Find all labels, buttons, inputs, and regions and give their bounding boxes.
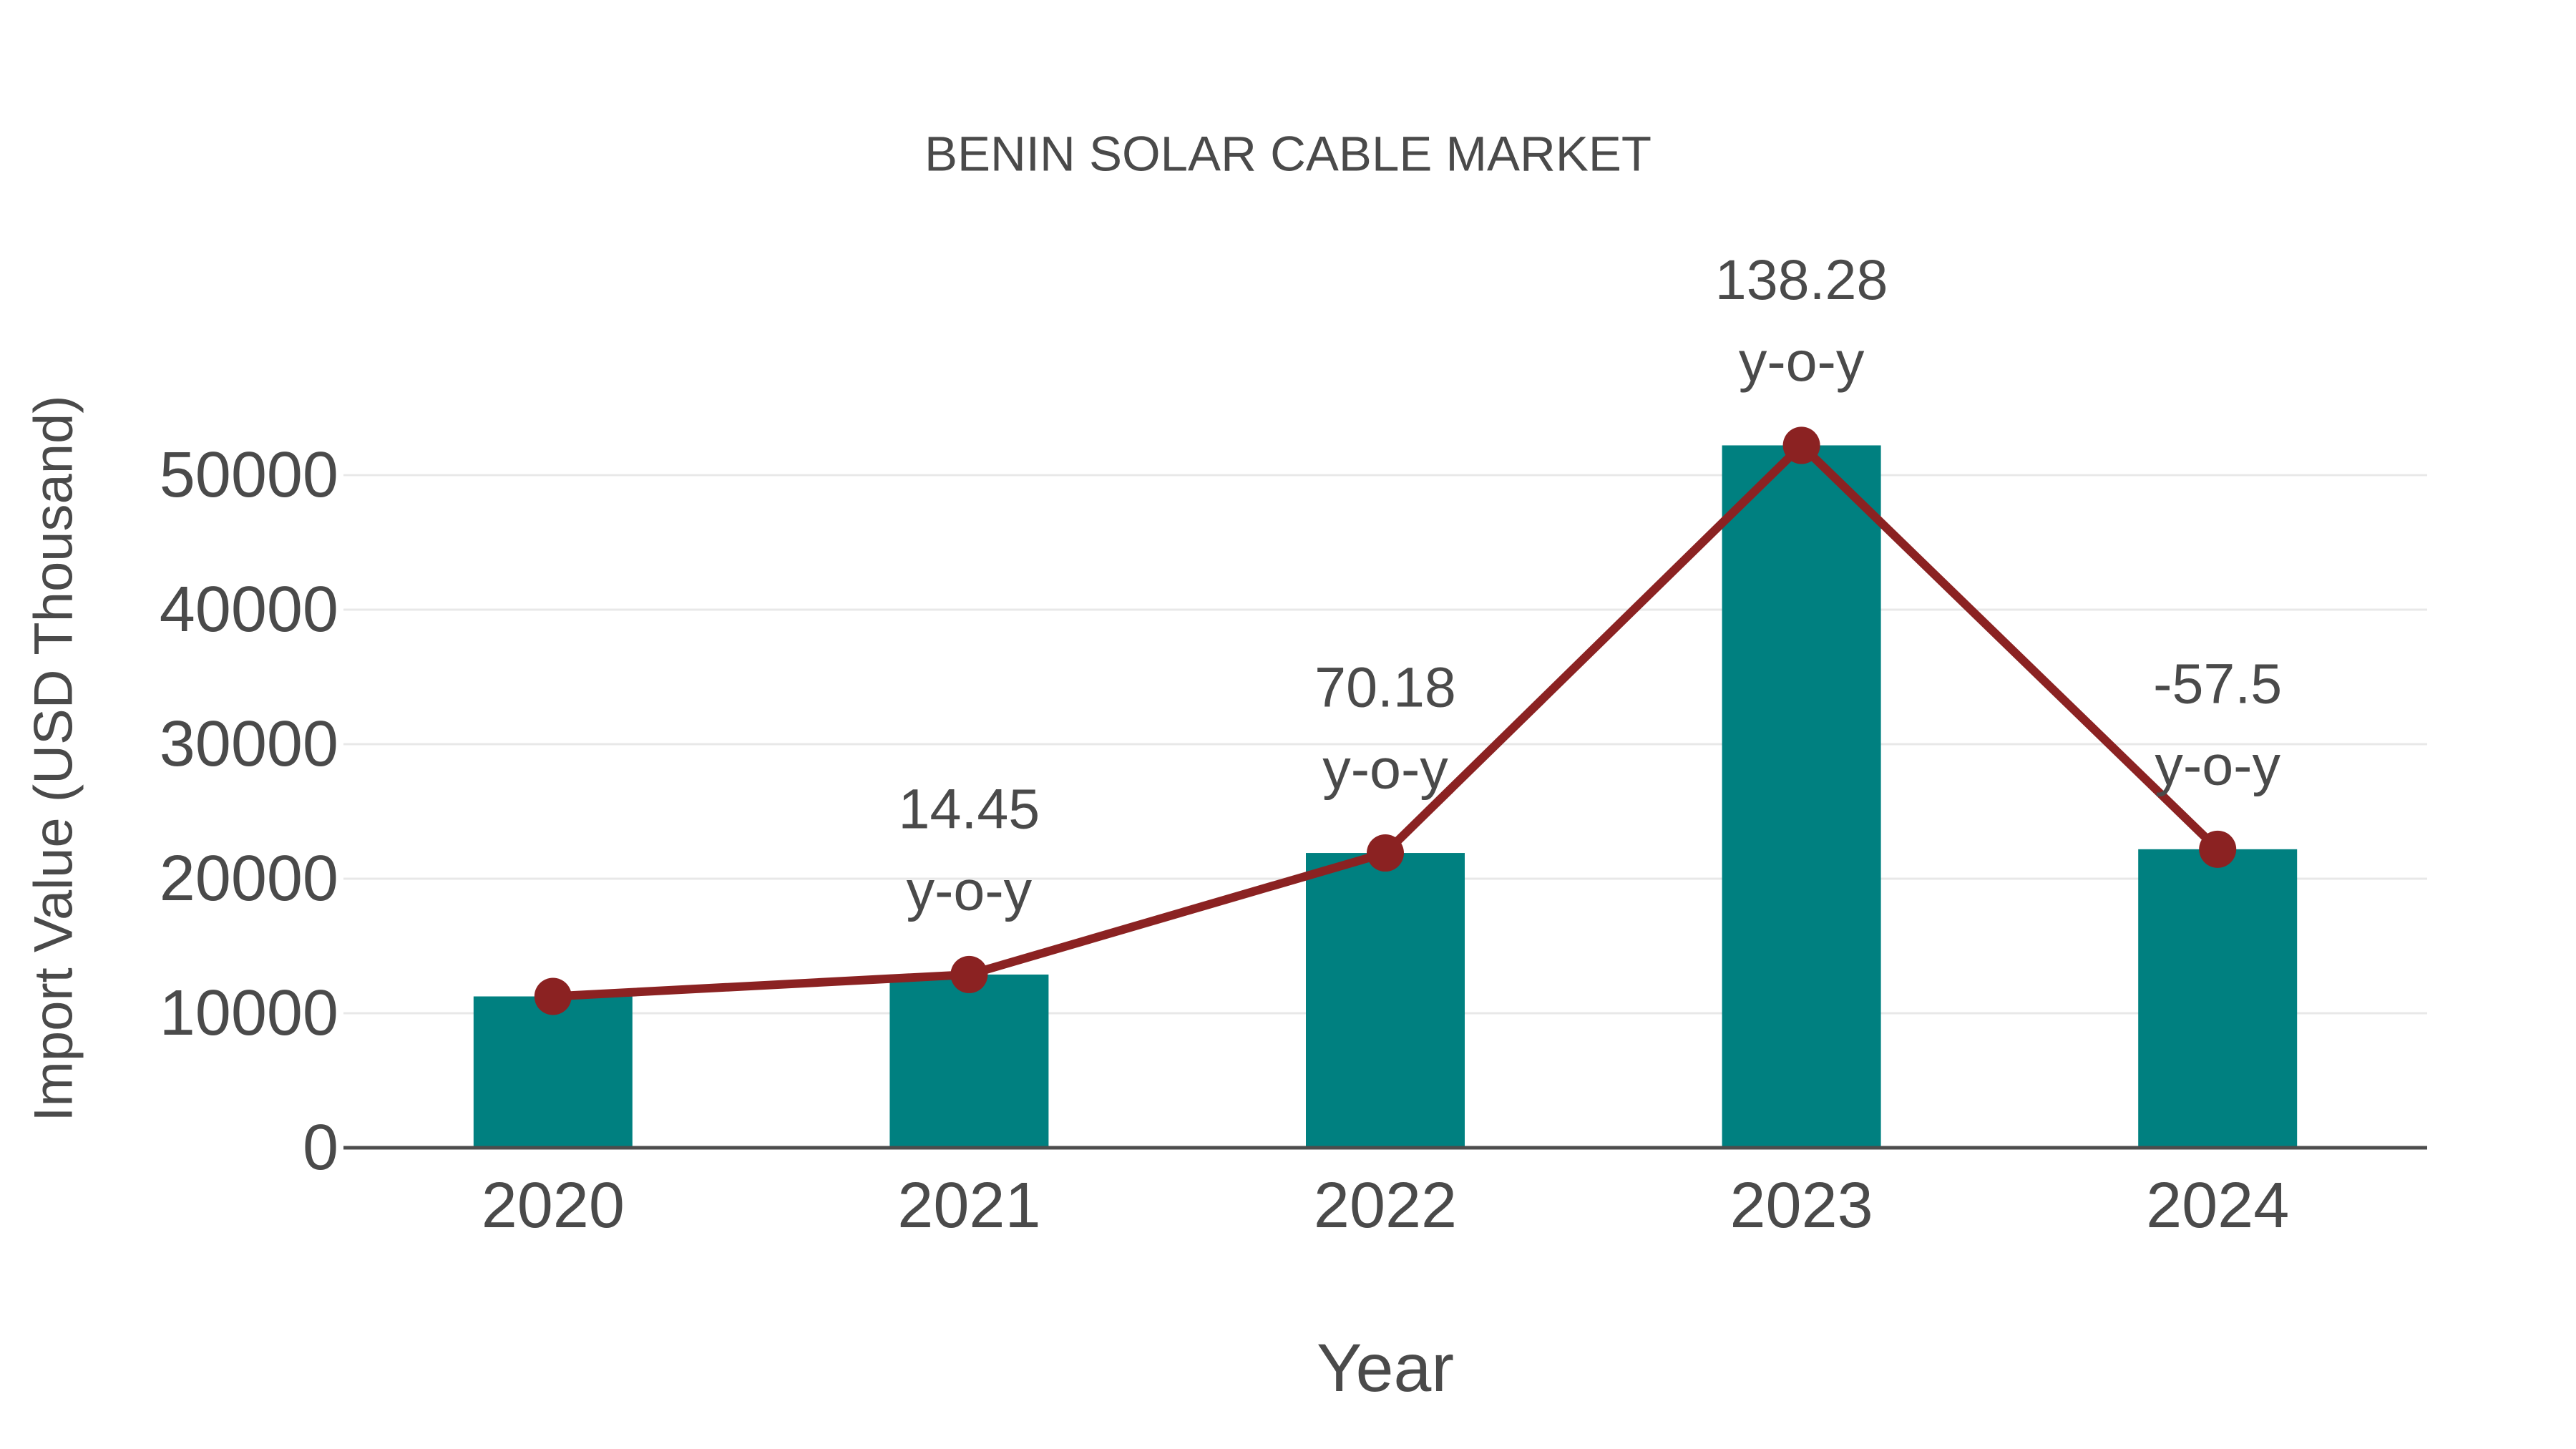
bar-2020 (473, 996, 633, 1148)
chart-title: BENIN SOLAR CABLE MARKET (924, 127, 1652, 182)
annotation-value-2021: 14.45 (899, 776, 1040, 840)
y-tick-label-30000: 30000 (160, 708, 338, 780)
bars-group (473, 445, 2298, 1148)
x-tick-label-2021: 2021 (897, 1170, 1040, 1241)
marker-2023 (1782, 426, 1820, 464)
x-tick-labels-group: 2020 2021 2022 2023 2024 (482, 1170, 2290, 1241)
x-tick-label-2024: 2024 (2146, 1170, 2289, 1241)
y-tick-label-40000: 40000 (160, 574, 338, 645)
annotation-value-2023: 138.28 (1715, 248, 1888, 311)
bar-2021 (889, 974, 1049, 1148)
bar-2023 (1722, 445, 1881, 1148)
x-axis-title: Year (1317, 1330, 1454, 1406)
y-axis-title: Import Value (USD Thousand) (24, 395, 84, 1121)
bar-2024 (2138, 849, 2298, 1148)
x-tick-label-2023: 2023 (1729, 1170, 1873, 1241)
y-tick-label-10000: 10000 (160, 977, 338, 1049)
annotation-value-2024: -57.5 (2153, 651, 2282, 715)
marker-2020 (534, 977, 572, 1015)
x-tick-label-2020: 2020 (482, 1170, 625, 1241)
y-tick-label-0: 0 (303, 1112, 338, 1184)
annotations-group: 14.45 y-o-y 70.18 y-o-y 138.28 y-o-y -57.5 y-o-… (899, 248, 2283, 922)
x-tick-label-2022: 2022 (1314, 1170, 1457, 1241)
y-tick-labels-group: 0 10000 20000 30000 40000 50000 (160, 439, 338, 1184)
bar-2022 (1306, 853, 1465, 1148)
annotation-unit-2023: y-o-y (1739, 329, 1865, 393)
annotation-value-2022: 70.18 (1314, 655, 1456, 719)
marker-2024 (2199, 830, 2237, 868)
annotation-unit-2021: y-o-y (907, 858, 1033, 922)
y-tick-label-50000: 50000 (160, 439, 338, 511)
annotation-unit-2024: y-o-y (2155, 733, 2280, 796)
y-tick-label-20000: 20000 (160, 843, 338, 914)
markers-group (534, 426, 2237, 1015)
marker-2022 (1367, 834, 1404, 872)
marker-2021 (950, 955, 988, 993)
annotation-unit-2022: y-o-y (1322, 737, 1448, 801)
gridlines-group (343, 474, 2427, 1015)
